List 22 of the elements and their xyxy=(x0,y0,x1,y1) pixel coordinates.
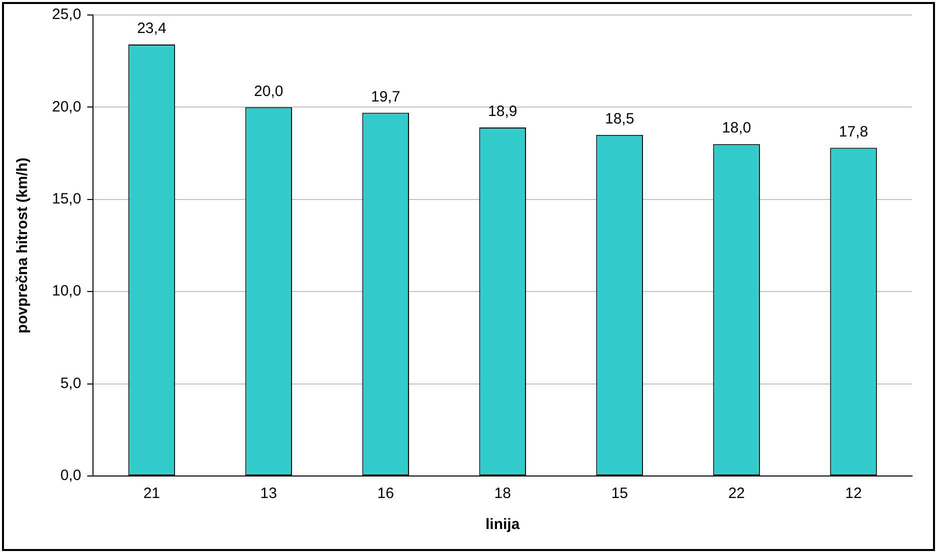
y-tick-label: 25,0 xyxy=(52,6,82,24)
y-tick-label: 5,0 xyxy=(60,374,82,392)
y-tick-label: 15,0 xyxy=(52,190,82,208)
x-tick-label: 12 xyxy=(845,485,862,502)
x-tick-label: 13 xyxy=(260,485,277,502)
x-tick-label: 21 xyxy=(143,485,160,502)
y-tick-label: 0,0 xyxy=(60,467,82,484)
y-tick-label: 20,0 xyxy=(52,98,82,116)
data-label: 18,0 xyxy=(722,120,752,137)
y-axis-title: povprečna hitrost (km/h) xyxy=(14,158,32,334)
x-tick-label: 22 xyxy=(728,485,745,502)
data-label: 17,8 xyxy=(838,123,868,140)
data-label: 18,5 xyxy=(604,110,634,128)
data-label: 19,7 xyxy=(371,88,400,106)
y-tick-label: 10,0 xyxy=(52,282,82,300)
data-label: 23,4 xyxy=(137,20,166,38)
x-tick-label: 15 xyxy=(611,485,628,502)
data-label: 18,9 xyxy=(488,103,518,120)
x-tick-label: 16 xyxy=(377,485,394,502)
data-label: 20,0 xyxy=(254,82,284,100)
x-tick-label: 18 xyxy=(494,485,511,502)
x-axis-title: linija xyxy=(486,516,520,534)
